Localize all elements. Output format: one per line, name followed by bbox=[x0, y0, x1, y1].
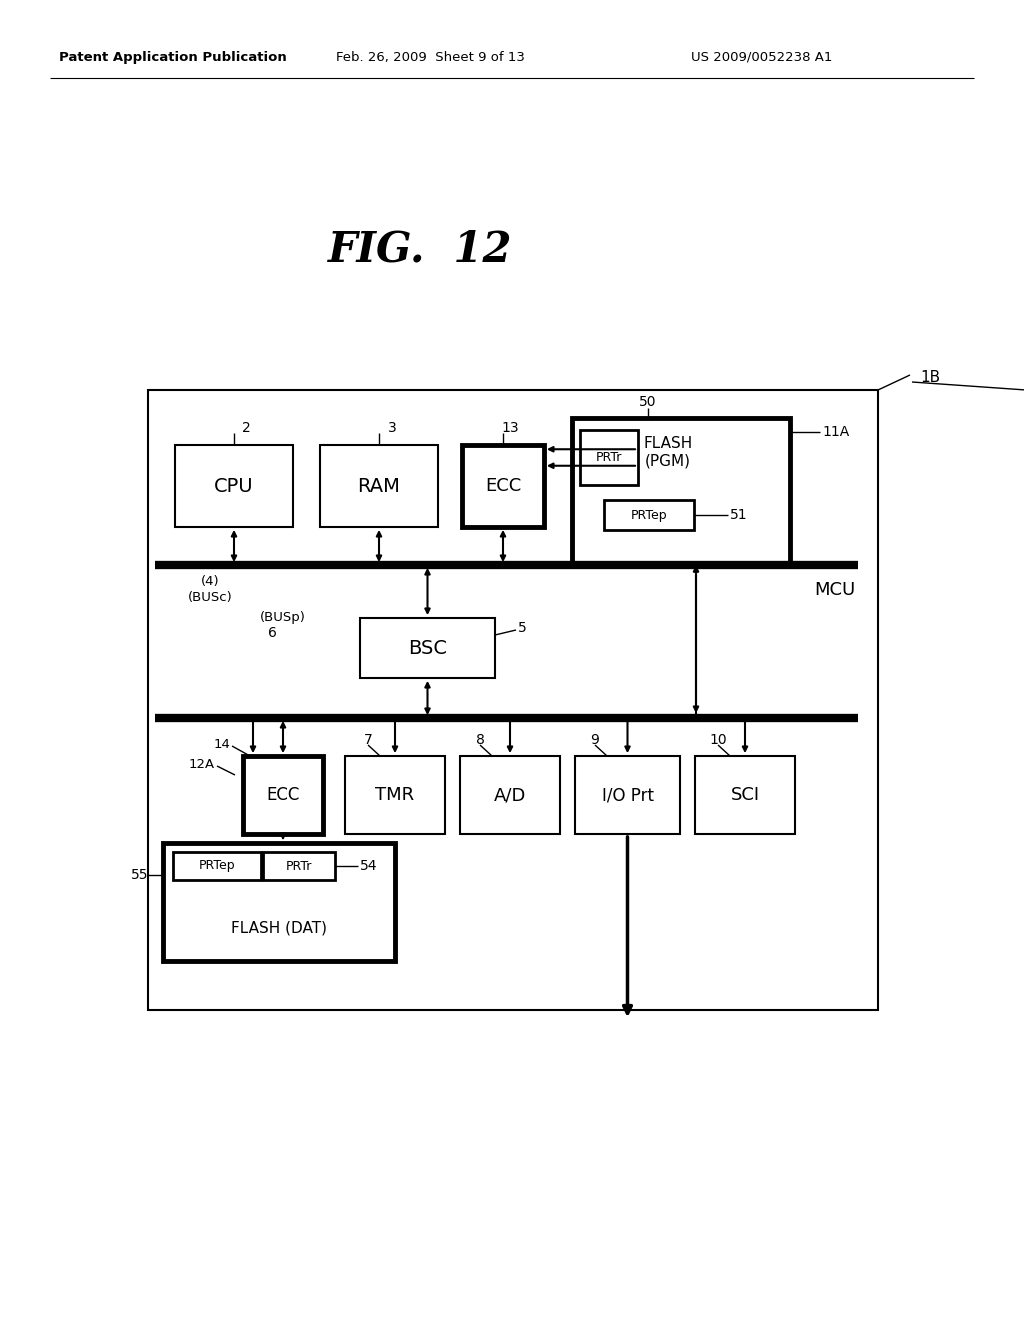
Text: 5: 5 bbox=[518, 620, 526, 635]
Bar bbox=[575, 756, 680, 834]
Text: 2: 2 bbox=[242, 421, 251, 436]
Text: 6: 6 bbox=[267, 626, 276, 640]
Bar bbox=[345, 756, 445, 834]
Text: FLASH (DAT): FLASH (DAT) bbox=[231, 920, 327, 936]
Text: BSC: BSC bbox=[408, 639, 447, 657]
Text: Feb. 26, 2009  Sheet 9 of 13: Feb. 26, 2009 Sheet 9 of 13 bbox=[336, 50, 524, 63]
Text: 13: 13 bbox=[501, 421, 519, 436]
Bar bbox=[173, 851, 261, 880]
Text: 12A: 12A bbox=[188, 758, 215, 771]
Text: ECC: ECC bbox=[266, 785, 300, 804]
Bar bbox=[319, 445, 438, 527]
Bar bbox=[462, 445, 544, 527]
Bar bbox=[580, 430, 638, 484]
Text: 8: 8 bbox=[475, 733, 484, 747]
Text: 50: 50 bbox=[639, 395, 656, 409]
Bar bbox=[572, 418, 790, 566]
Text: (BUSc): (BUSc) bbox=[187, 590, 232, 603]
Text: TMR: TMR bbox=[376, 785, 415, 804]
Text: ECC: ECC bbox=[485, 477, 521, 495]
Text: SCI: SCI bbox=[730, 785, 760, 804]
Text: I/O Prt: I/O Prt bbox=[601, 785, 653, 804]
Text: CPU: CPU bbox=[214, 477, 254, 495]
Text: 1B: 1B bbox=[920, 371, 940, 385]
Text: 3: 3 bbox=[388, 421, 396, 436]
Text: PRTr: PRTr bbox=[596, 451, 623, 465]
Bar bbox=[460, 756, 560, 834]
Bar bbox=[695, 756, 795, 834]
Text: 11A: 11A bbox=[822, 425, 849, 440]
Text: (BUSp): (BUSp) bbox=[260, 611, 306, 624]
Bar bbox=[243, 756, 323, 834]
Bar bbox=[263, 851, 335, 880]
Text: 9: 9 bbox=[591, 733, 599, 747]
Bar bbox=[175, 445, 293, 527]
Text: PRTr: PRTr bbox=[286, 859, 312, 873]
Bar bbox=[604, 500, 694, 531]
Bar bbox=[360, 618, 495, 678]
Text: 54: 54 bbox=[360, 859, 378, 873]
Text: US 2009/0052238 A1: US 2009/0052238 A1 bbox=[691, 50, 833, 63]
Text: FLASH
(PGM): FLASH (PGM) bbox=[643, 436, 692, 469]
Text: FIG.  12: FIG. 12 bbox=[328, 228, 512, 271]
Text: RAM: RAM bbox=[357, 477, 400, 495]
Text: 10: 10 bbox=[710, 733, 727, 747]
Text: 14: 14 bbox=[213, 738, 230, 751]
Text: PRTep: PRTep bbox=[631, 508, 668, 521]
Bar bbox=[163, 843, 395, 961]
Bar bbox=[148, 389, 878, 1010]
Text: (4): (4) bbox=[201, 576, 219, 589]
Text: 55: 55 bbox=[130, 869, 148, 882]
Text: MCU: MCU bbox=[814, 581, 856, 599]
Text: A/D: A/D bbox=[494, 785, 526, 804]
Text: 7: 7 bbox=[364, 733, 373, 747]
Text: Patent Application Publication: Patent Application Publication bbox=[59, 50, 287, 63]
Text: PRTep: PRTep bbox=[199, 859, 236, 873]
Text: 51: 51 bbox=[730, 508, 748, 521]
